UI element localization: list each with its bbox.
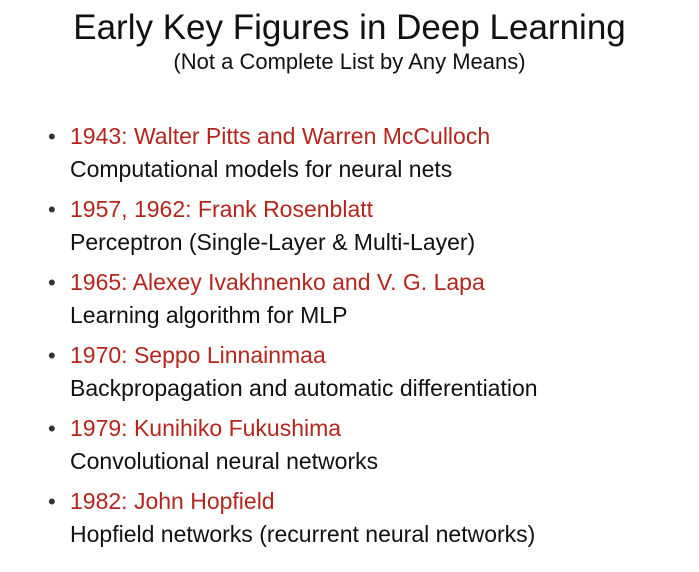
bullet-icon: • — [48, 270, 56, 295]
bullet-icon: • — [48, 197, 56, 222]
item-description: Backpropagation and automatic differenti… — [70, 375, 538, 401]
list-item: • 1979: Kunihiko Fukushima Convolutional… — [48, 412, 688, 485]
figures-list: • 1943: Walter Pitts and Warren McCulloc… — [48, 120, 688, 558]
item-description: Convolutional neural networks — [70, 448, 379, 474]
slide-subtitle: (Not a Complete List by Any Means) — [173, 49, 526, 74]
bullet-icon: • — [48, 343, 56, 368]
item-description: Learning algorithm for MLP — [70, 302, 348, 328]
item-title: 1957, 1962: Frank Rosenblatt — [70, 196, 374, 222]
bullet-icon: • — [48, 416, 56, 441]
item-description: Hopfield networks (recurrent neural netw… — [70, 521, 536, 547]
list-item: • 1957, 1962: Frank Rosenblatt Perceptro… — [48, 193, 688, 266]
bullet-icon: • — [48, 489, 56, 514]
item-title: 1982: John Hopfield — [70, 488, 275, 514]
item-title: 1943: Walter Pitts and Warren McCulloch — [70, 123, 491, 149]
item-description: Computational models for neural nets — [70, 156, 453, 182]
list-item: • 1943: Walter Pitts and Warren McCulloc… — [48, 120, 688, 193]
item-title: 1965: Alexey Ivakhnenko and V. G. Lapa — [70, 269, 485, 295]
slide-title: Early Key Figures in Deep Learning — [73, 8, 626, 47]
bullet-icon: • — [48, 124, 56, 149]
list-item: • 1982: John Hopfield Hopfield networks … — [48, 485, 688, 558]
list-item: • 1970: Seppo Linnainmaa Backpropagation… — [48, 339, 688, 412]
item-description: Perceptron (Single-Layer & Multi-Layer) — [70, 229, 476, 255]
item-title: 1979: Kunihiko Fukushima — [70, 415, 342, 441]
list-item: • 1965: Alexey Ivakhnenko and V. G. Lapa… — [48, 266, 688, 339]
item-title: 1970: Seppo Linnainmaa — [70, 342, 326, 368]
